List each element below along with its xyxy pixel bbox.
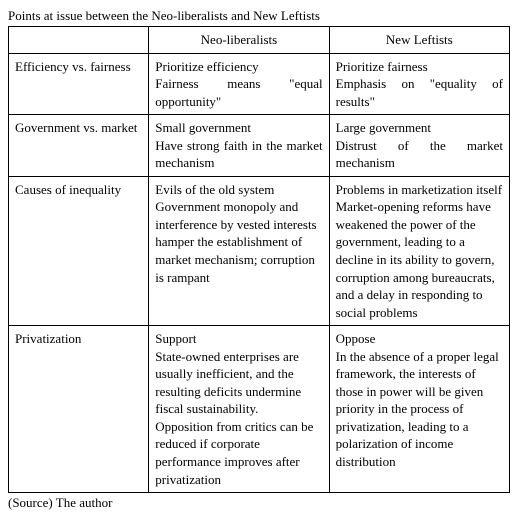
left-cell: OpposeIn the absence of a proper legal f… [329, 326, 509, 493]
neo-cell: Small governmentHave strong faith in the… [149, 115, 329, 177]
header-neo: Neo-liberalists [149, 27, 329, 54]
left-cell: Prioritize fairnessEmphasis on "equality… [329, 53, 509, 115]
table-title: Points at issue between the Neo-liberali… [8, 8, 510, 24]
neo-cell: Evils of the old systemGovernment monopo… [149, 176, 329, 325]
neo-cell: Prioritize efficiencyFairness means "equ… [149, 53, 329, 115]
table-row: Causes of inequality Evils of the old sy… [9, 176, 510, 325]
topic-cell: Causes of inequality [9, 176, 149, 325]
neo-cell: SupportState-owned enterprises are usual… [149, 326, 329, 493]
header-row: Neo-liberalists New Leftists [9, 27, 510, 54]
left-cell: Problems in marketization itselfMarket-o… [329, 176, 509, 325]
topic-cell: Government vs. market [9, 115, 149, 177]
header-left: New Leftists [329, 27, 509, 54]
table-row: Privatization SupportState-owned enterpr… [9, 326, 510, 493]
topic-cell: Efficiency vs. fairness [9, 53, 149, 115]
header-blank [9, 27, 149, 54]
topic-cell: Privatization [9, 326, 149, 493]
table-row: Government vs. market Small governmentHa… [9, 115, 510, 177]
left-cell: Large governmentDistrust of the market m… [329, 115, 509, 177]
comparison-table: Neo-liberalists New Leftists Efficiency … [8, 26, 510, 493]
source-note: (Source) The author [8, 495, 510, 511]
table-row: Efficiency vs. fairness Prioritize effic… [9, 53, 510, 115]
table-body: Efficiency vs. fairness Prioritize effic… [9, 53, 510, 493]
